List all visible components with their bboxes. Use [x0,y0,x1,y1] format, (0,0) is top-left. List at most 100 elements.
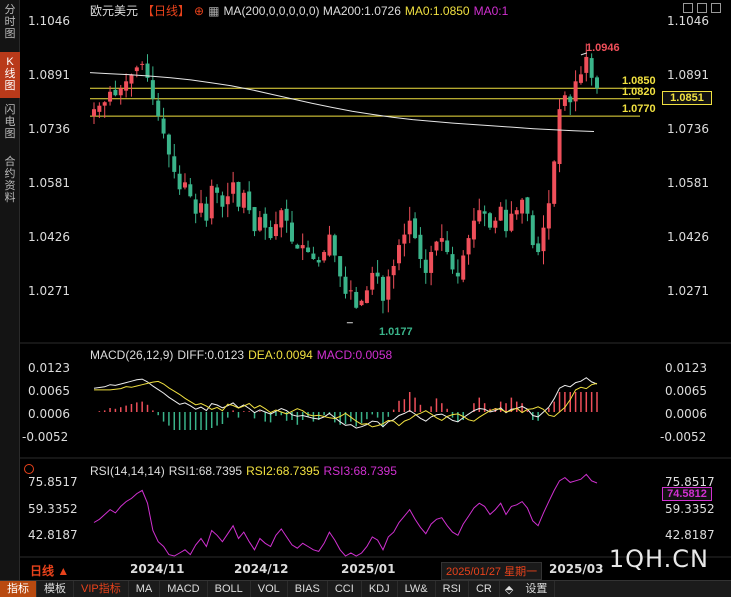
price-tick-0: 1.1046 [667,14,709,28]
macd-tick-r0: 0.0123 [665,361,707,375]
price-tick-left-4: 1.0426 [28,230,70,244]
candle-body [375,272,380,277]
candle-body [562,95,567,106]
rsi3-value: RSI3:68.7395 [323,464,397,478]
candle-body [439,238,444,242]
toolbar-rsi[interactable]: RSI [436,581,469,597]
tab-kline[interactable]: K线图 [0,52,20,98]
ma200-line [89,72,595,132]
candle-body [461,255,466,280]
candle-body [215,187,220,193]
candle-body [552,161,557,204]
rsi-settings-icon[interactable] [24,464,34,474]
toolbar-bias[interactable]: BIAS [288,581,328,597]
tab-flash-label: 闪电图 [4,104,16,140]
kline-chart-svg[interactable] [20,0,731,580]
macd-diff: DIFF:0.0123 [177,348,245,362]
price-tick-2: 1.0736 [667,122,709,136]
candle-body [557,109,562,164]
candle-body [455,272,460,277]
candle-body [370,272,375,290]
candle-body [493,220,498,228]
candle-body [423,259,428,273]
tab-contract[interactable]: 合约资料 [0,156,20,212]
candle-body [348,290,353,292]
high-marker-label: 1.0946 [586,42,620,54]
candle-body [97,105,102,112]
toolbar-boll[interactable]: BOLL [208,581,251,597]
candle-body [568,96,573,103]
candle-body [188,184,193,197]
candle-body [316,259,321,263]
candle-body [252,207,257,232]
toolbar-lw[interactable]: LW& [398,581,436,597]
toolbar-vol[interactable]: VOL [251,581,288,597]
candle-body [108,91,113,102]
header-line: 欧元美元 【日线】 ⊕ ▦ MA(200,0,0,0,0,0) MA200:1.… [90,2,508,19]
candle-body [402,234,407,244]
level-label-3: 1.0770 [622,103,656,115]
candle-body [150,80,155,99]
candle-body [236,181,241,207]
toolbar-template[interactable]: 模板 [37,581,74,597]
candle-body [199,203,204,213]
time-tick-1: 2024/12 [234,562,289,576]
candle-body [172,156,177,172]
candle-body [514,210,519,215]
candle-body [257,217,262,231]
candle-body [413,218,418,239]
rsi-line [93,473,598,557]
candle-body [520,199,525,214]
chart-area[interactable]: 欧元美元 【日线】 ⊕ ▦ MA(200,0,0,0,0,0) MA200:1.… [20,0,731,580]
price-tick-3: 1.0581 [667,176,709,190]
toolbar-kdj[interactable]: KDJ [362,581,398,597]
candle-body [268,227,273,239]
candle-body [466,238,471,255]
rsi-tick-r2: 59.3352 [665,502,715,516]
candle-body [487,213,492,228]
tab-intraday[interactable]: 分时图 [0,4,20,44]
window-icon-2[interactable] [697,3,707,13]
period-button[interactable]: 日线 ▲ [30,562,69,579]
candle-body [140,63,145,65]
time-tick-2: 2025/01 [341,562,396,576]
toolbar-settings[interactable]: 设置 [518,581,556,597]
candle-body [156,100,161,117]
toolbar-vip[interactable]: VIP指标 [74,581,129,597]
candle-body [477,210,482,222]
toolbar-cr[interactable]: CR [469,581,500,597]
toolbar-macd[interactable]: MACD [160,581,208,597]
tab-kline-label: K线图 [4,56,16,92]
candle-body [118,88,123,96]
toolbar-cci[interactable]: CCI [328,581,362,597]
candle-body [498,206,503,221]
candle-body [145,63,150,78]
rsi2-value: RSI2:68.7395 [246,464,320,478]
window-icon-3[interactable] [711,3,721,13]
toolbar-indicator[interactable]: 指标 [0,581,37,597]
candle-body [397,245,402,264]
current-price-label: 1.0851 [662,91,712,105]
candle-body [300,245,305,249]
price-tick-left-3: 1.0581 [28,176,70,190]
candle-body [338,256,343,277]
tab-contract-label: 合约资料 [4,156,16,204]
candle-body [445,240,450,253]
macd-tick-1: 0.0065 [28,384,70,398]
macd-tick-r3: -0.0052 [660,430,707,444]
toolbar-ma[interactable]: MA [129,581,161,597]
period-label: 【日线】 [142,4,191,18]
plus-circle-icon[interactable]: ⊕ [194,3,205,18]
candle-body [359,300,364,306]
rsi-tick-r0: 75.8517 [665,475,715,489]
tab-flash[interactable]: 闪电图 [0,104,20,144]
candle-body [92,109,96,117]
candle-body [386,276,391,300]
window-icon-1[interactable] [683,3,693,13]
candle-body [279,210,284,228]
candle-body [573,81,578,102]
toolbar-more-icon[interactable]: ⬘ [504,583,514,596]
macd-tick-r1: 0.0065 [665,384,707,398]
candle-body [209,185,214,219]
candle-body [541,227,546,252]
